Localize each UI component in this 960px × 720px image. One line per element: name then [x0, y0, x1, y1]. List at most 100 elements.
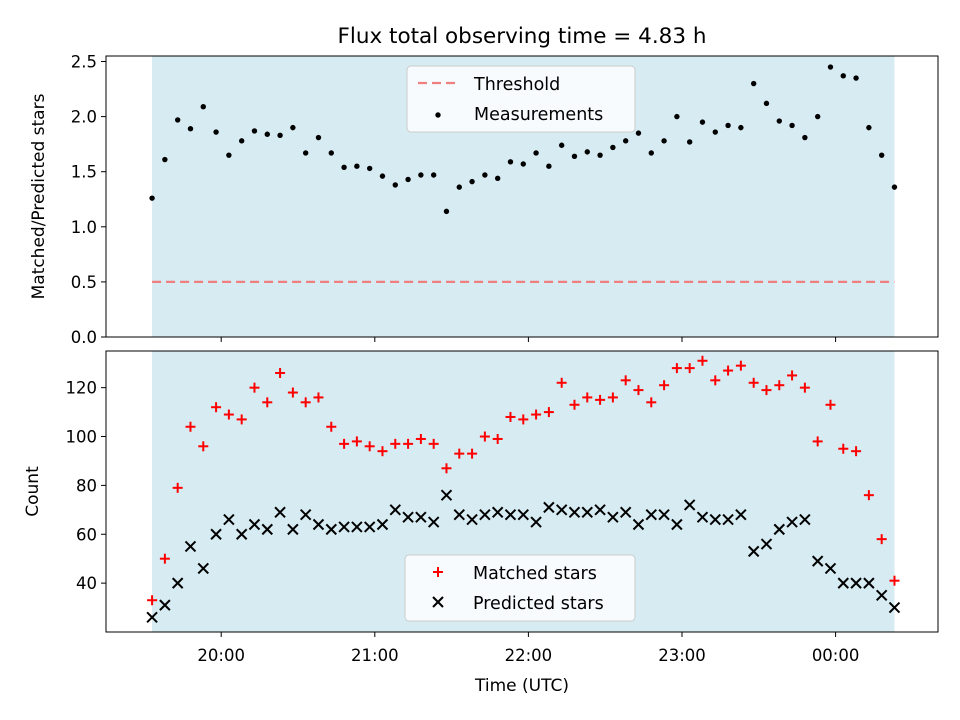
matched-stars-point [774, 380, 785, 391]
predicted-stars-point [517, 509, 529, 521]
measurement-point [878, 152, 885, 158]
matched-stars-point [185, 421, 196, 432]
measurement-point [174, 117, 181, 123]
y-tick-label: 0.5 [71, 273, 97, 292]
predicted-stars-point [197, 562, 209, 575]
predicted-stars-point [875, 589, 888, 602]
y-tick-label: 2.5 [71, 53, 97, 72]
legend-predicted-label: Predicted stars [473, 594, 604, 614]
bottom-legend: Matched stars Predicted stars [404, 554, 636, 622]
predicted-stars-point [568, 506, 581, 518]
y-tick-label: 100 [66, 428, 98, 447]
predicted-stars-point [210, 528, 222, 540]
bottom-legend-box [404, 554, 636, 622]
bottom-axes-frame [105, 350, 939, 633]
predicted-stars-point [555, 504, 568, 516]
matched-stars-series [147, 355, 900, 606]
matched-stars-point [633, 385, 644, 396]
bottom-x-axis-ticks: 20:00 21:00 22:00 23:00 00:00 [197, 632, 859, 665]
measurement-point [200, 103, 206, 110]
predicted-stars-point [159, 599, 171, 611]
measurement-point [789, 122, 795, 129]
measurement-point [494, 175, 501, 182]
bottom-panel: 40 60 80 100 120 20:00 21:00 22:00 23:00 00:00 C… [23, 350, 939, 696]
measurement-point [328, 150, 334, 156]
measurement-point [264, 131, 270, 137]
predicted-stars-point [619, 506, 632, 518]
predicted-stars-point [786, 516, 798, 528]
measurement-point [699, 119, 706, 125]
matched-stars-point [556, 377, 567, 388]
predicted-stars-point [415, 511, 427, 523]
bottom-y-axis-ticks: 40 60 80 100 120 [66, 379, 106, 593]
matched-stars-point [492, 433, 503, 444]
measurement-point [725, 122, 731, 129]
predicted-stars-point [632, 518, 645, 531]
matched-stars-point [748, 377, 759, 388]
matched-stars-point [147, 595, 158, 606]
predicted-stars-point [479, 509, 491, 521]
measurement-point [418, 172, 424, 178]
measurement-point [507, 159, 514, 165]
measurement-point [635, 130, 642, 136]
predicted-stars-point [402, 511, 414, 523]
predicted-stars-point [376, 518, 389, 531]
top-x-axis-ticks [220, 337, 837, 342]
measurement-point [610, 144, 616, 151]
legend-predicted-swatch [432, 596, 444, 608]
predicted-stars-point [261, 523, 273, 536]
predicted-stars-point [312, 518, 325, 531]
y-tick-label: 40 [76, 574, 97, 593]
measurement-point [648, 150, 654, 156]
matched-stars-point [863, 490, 874, 501]
y-tick-label: 120 [66, 379, 98, 398]
predicted-stars-point [325, 523, 337, 536]
measurement-point [814, 113, 821, 120]
matched-stars-point [211, 402, 222, 413]
predicted-stars-point [338, 521, 350, 533]
matched-stars-point [812, 436, 823, 447]
measurement-point [405, 176, 411, 183]
matched-stars-point [275, 367, 286, 378]
x-tick-label: 00:00 [812, 646, 860, 665]
predicted-stars-point [171, 577, 184, 589]
bottom-y-axis-label: Count [23, 466, 43, 517]
matched-stars-point [403, 438, 414, 449]
matched-stars-point [799, 382, 810, 393]
measurement-point [430, 172, 437, 178]
measurement-point [597, 152, 603, 158]
matched-stars-point [415, 433, 426, 444]
predicted-stars-point [671, 518, 683, 531]
matched-stars-point [646, 397, 657, 408]
predicted-stars-point [824, 562, 837, 575]
measurement-point [738, 124, 744, 131]
x-axis-label: Time (UTC) [474, 676, 569, 696]
measurement-point [776, 118, 782, 124]
predicted-stars-point [504, 509, 517, 521]
predicted-stars-point [735, 509, 747, 521]
measurement-point [827, 64, 834, 70]
predicted-stars-point [146, 611, 158, 624]
predicted-stars-series [146, 489, 901, 624]
matched-stars-point [697, 355, 708, 366]
measurement-point [379, 173, 386, 179]
measurement-point [674, 113, 680, 120]
predicted-stars-point [594, 504, 606, 516]
matched-stars-point [159, 553, 170, 564]
matched-stars-point [518, 414, 529, 425]
measurement-point [661, 138, 667, 144]
top-legend-box [406, 65, 636, 133]
predicted-stars-point [466, 513, 478, 526]
measurement-point [558, 142, 565, 148]
measurement-point [469, 178, 475, 185]
matched-stars-point [876, 534, 887, 545]
measurement-point [622, 138, 629, 144]
predicted-stars-point [683, 499, 696, 511]
predicted-stars-point [491, 506, 504, 518]
predicted-stars-point [235, 528, 248, 540]
matched-stars-point [723, 365, 734, 376]
legend-matched-swatch [433, 567, 443, 577]
matched-stars-point [377, 446, 388, 457]
matched-stars-point [595, 394, 606, 405]
